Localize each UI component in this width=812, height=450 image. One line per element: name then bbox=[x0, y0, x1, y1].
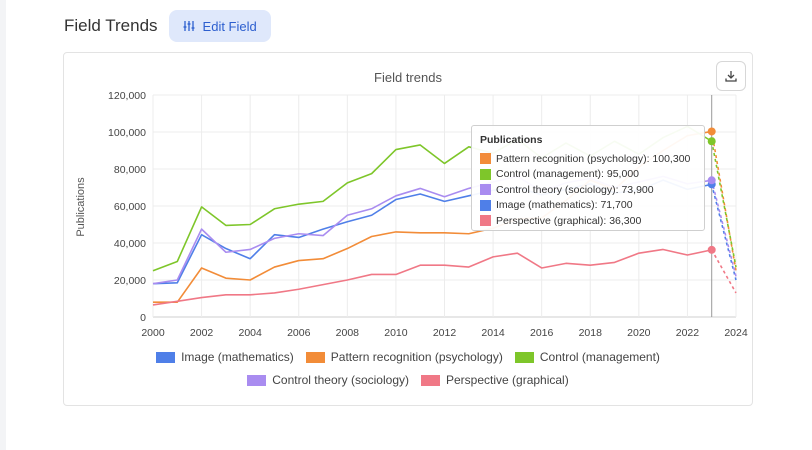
legend-item[interactable]: Image (mathematics) bbox=[156, 350, 294, 364]
y-tick-labels: 0 20,000 40,000 60,000 80,000 100,000 120,000 bbox=[108, 90, 146, 324]
header: Field Trends Edit Field bbox=[64, 10, 271, 42]
x-tick-label: 2020 bbox=[627, 327, 651, 339]
projection-line bbox=[711, 249, 737, 294]
legend-row: Image (mathematics) Pattern recognition (… bbox=[64, 350, 752, 364]
x-tick-label: 2018 bbox=[579, 327, 603, 339]
x-tick-label: 2002 bbox=[190, 327, 214, 339]
x-tick-label: 2006 bbox=[287, 327, 311, 339]
tooltip-title: Publications bbox=[480, 134, 543, 146]
tooltip-rows: Pattern recognition (psychology): 100,30… bbox=[480, 151, 696, 229]
edit-field-button[interactable]: Edit Field bbox=[168, 10, 271, 42]
y-tick-label: 80,000 bbox=[114, 164, 146, 176]
x-tick-label: 2014 bbox=[481, 327, 505, 339]
grid bbox=[152, 94, 737, 318]
x-tick-label: 2016 bbox=[530, 327, 554, 339]
legend-label: Control theory (sociology) bbox=[272, 373, 409, 387]
hover-markers bbox=[707, 95, 716, 317]
legend-item[interactable]: Perspective (graphical) bbox=[421, 373, 569, 387]
projection-line bbox=[710, 184, 737, 281]
y-tick-label: 120,000 bbox=[108, 90, 146, 102]
tooltip-row: Control theory (sociology): 73,900 bbox=[480, 182, 696, 198]
chart-card: Field trends Publications 0 20,000 40,000 6… bbox=[63, 52, 753, 406]
projection-line bbox=[710, 180, 737, 277]
download-button[interactable] bbox=[716, 61, 746, 91]
hover-point bbox=[707, 127, 716, 136]
y-tick-label: 20,000 bbox=[114, 275, 146, 287]
tooltip-swatch bbox=[480, 168, 491, 180]
tooltip-label: Image (mathematics): 71,700 bbox=[496, 199, 633, 212]
x-tick-label: 2008 bbox=[336, 327, 360, 339]
series-line bbox=[152, 248, 712, 306]
legend-swatch bbox=[247, 374, 267, 386]
tooltip-label: Control (management): 95,000 bbox=[496, 168, 639, 181]
chart-title: Field trends bbox=[374, 70, 442, 85]
x-tick-label: 2022 bbox=[676, 327, 700, 339]
legend-swatch bbox=[156, 351, 176, 363]
edit-field-label: Edit Field bbox=[202, 18, 257, 34]
legend-label: Image (mathematics) bbox=[181, 350, 294, 364]
tooltip-row: Image (mathematics): 71,700 bbox=[480, 198, 696, 214]
x-tick-label: 2000 bbox=[141, 327, 165, 339]
legend-label: Control (management) bbox=[539, 350, 660, 364]
hover-point bbox=[707, 245, 716, 254]
tooltip-swatch bbox=[480, 215, 491, 227]
tooltip-swatch bbox=[480, 184, 491, 196]
legend-label: Pattern recognition (psychology) bbox=[330, 350, 503, 364]
legend-swatch bbox=[421, 374, 440, 386]
tooltip-row: Control (management): 95,000 bbox=[480, 167, 696, 183]
tooltip-label: Pattern recognition (psychology): 100,30… bbox=[496, 152, 691, 165]
download-icon bbox=[725, 71, 737, 82]
page: Field Trends Edit Field Field trends Pub bbox=[6, 0, 812, 450]
legend-swatch bbox=[514, 351, 534, 363]
legend-item[interactable]: Pattern recognition (psychology) bbox=[305, 350, 503, 364]
y-tick-label: 40,000 bbox=[114, 238, 146, 250]
tooltip-swatch bbox=[480, 199, 491, 211]
x-tick-label: 2012 bbox=[433, 327, 457, 339]
x-tick-label: 2010 bbox=[384, 327, 408, 339]
sliders-icon bbox=[183, 21, 195, 31]
legend-label: Perspective (graphical) bbox=[446, 373, 569, 387]
legend-item[interactable]: Control theory (sociology) bbox=[247, 373, 409, 387]
page-title: Field Trends bbox=[64, 16, 158, 35]
line-chart: Field trends Publications 0 20,000 40,000 6… bbox=[75, 70, 748, 339]
tooltip-swatch bbox=[480, 153, 491, 165]
legend-swatch bbox=[305, 351, 325, 363]
tooltip-row: Pattern recognition (psychology): 100,30… bbox=[480, 151, 696, 167]
x-tick-label: 2024 bbox=[724, 327, 748, 339]
y-tick-label: 100,000 bbox=[108, 127, 146, 139]
x-tick-label: 2004 bbox=[238, 327, 262, 339]
chart-tooltip: Publications Pattern recognition (psycho… bbox=[471, 125, 705, 231]
legend-row: Control theory (sociology) Perspective (g… bbox=[64, 373, 752, 387]
series-lines bbox=[152, 125, 737, 306]
y-tick-label: 0 bbox=[140, 312, 146, 324]
x-tick-labels: 2000 2002 2004 2006 2008 2010 2012 2014 2016 2018… bbox=[141, 327, 748, 339]
hover-point bbox=[707, 137, 716, 146]
y-axis-label: Publications bbox=[75, 177, 87, 237]
hover-point bbox=[707, 176, 716, 185]
tooltip-label: Perspective (graphical): 36,300 bbox=[496, 214, 642, 227]
y-tick-label: 60,000 bbox=[114, 201, 146, 213]
tooltip-row: Perspective (graphical): 36,300 bbox=[480, 213, 696, 229]
legend-item[interactable]: Control (management) bbox=[514, 350, 660, 364]
tooltip-label: Control theory (sociology): 73,900 bbox=[496, 183, 654, 196]
